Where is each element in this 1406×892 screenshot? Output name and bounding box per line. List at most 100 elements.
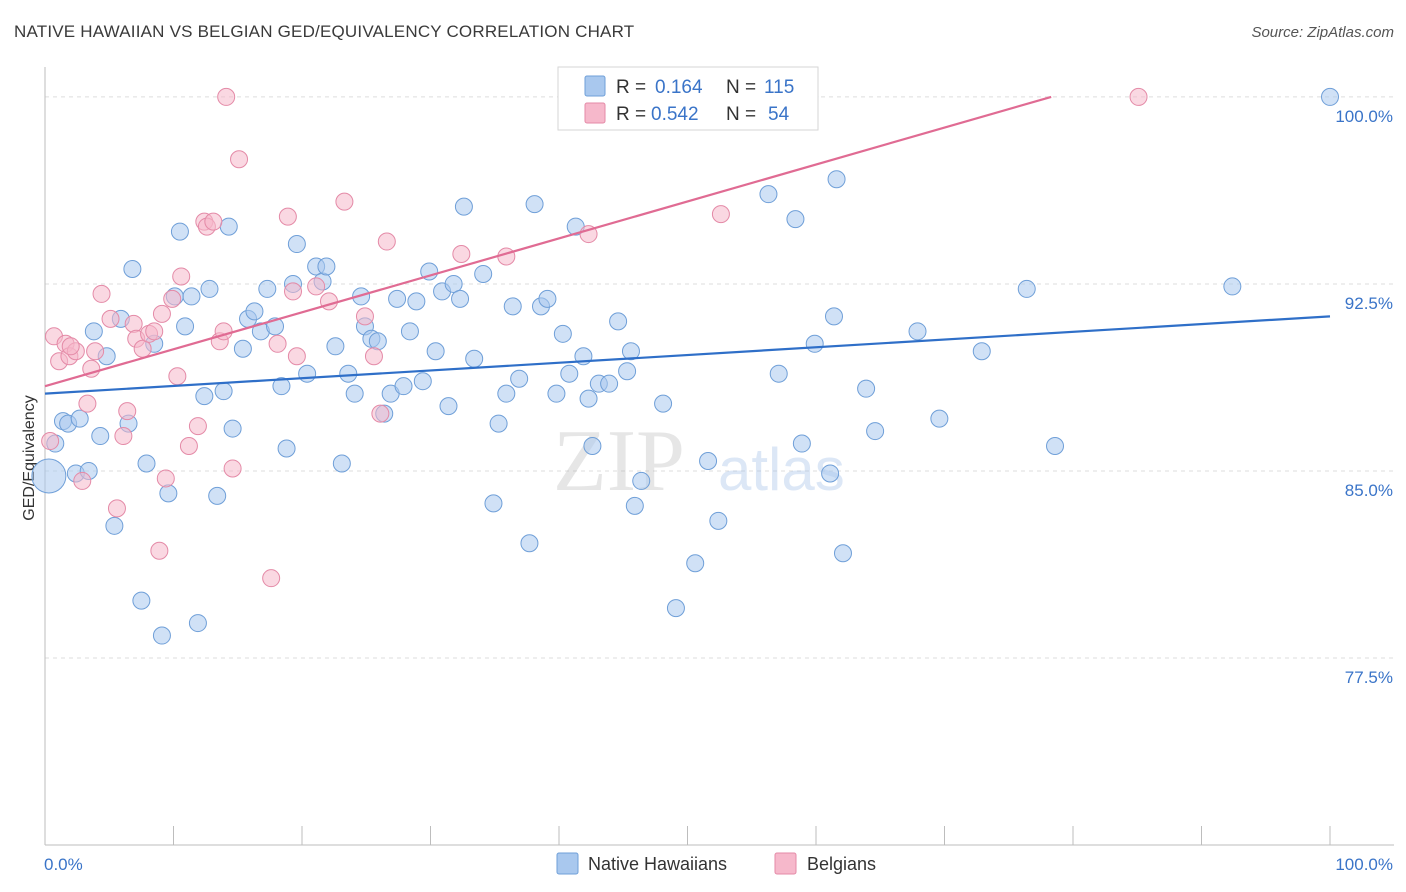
- belgian-point: [86, 342, 105, 361]
- native-hawaiian-point: [413, 372, 432, 391]
- native-hawaiian-point: [792, 434, 811, 453]
- legend-label-native-hawaiians: Native Hawaiians: [588, 854, 727, 874]
- native-hawaiian-point: [200, 279, 219, 298]
- native-hawaiian-point: [583, 437, 602, 456]
- native-hawaiian-point: [223, 419, 242, 438]
- native-hawaiian-point: [70, 409, 89, 428]
- native-hawaiian-point: [654, 394, 673, 413]
- native-hawaiian-point: [407, 292, 426, 311]
- native-hawaiian-point: [1223, 277, 1242, 296]
- belgian-point: [711, 205, 730, 224]
- legend-n-value: 54: [768, 104, 790, 125]
- native-hawaiian-point: [426, 342, 445, 361]
- native-hawaiian-point: [182, 287, 201, 306]
- belgian-point: [307, 277, 326, 296]
- watermark-zip: ZIP: [553, 413, 685, 510]
- native-hawaiian-point: [345, 384, 364, 403]
- native-hawaiian-point: [484, 494, 503, 513]
- native-hawaiian-point: [833, 544, 852, 563]
- belgian-point: [152, 304, 171, 323]
- native-hawaiian-point: [520, 534, 539, 553]
- legend-r-value: 0.542: [651, 104, 699, 125]
- series-native-hawaiians: [31, 87, 1339, 645]
- belgian-point: [107, 499, 126, 518]
- native-hawaiian-point: [699, 451, 718, 470]
- trend-line-native-hawaiians: [44, 315, 1331, 395]
- native-hawaiian-point: [394, 377, 413, 396]
- legend-swatch-belgians: [774, 852, 797, 875]
- y-tick-label: 92.5%: [1345, 294, 1393, 313]
- y-tick-label: 77.5%: [1345, 668, 1393, 687]
- belgian-point: [145, 322, 164, 341]
- belgian-point: [377, 232, 396, 251]
- native-hawaiian-point: [1321, 87, 1339, 106]
- native-hawaiian-point: [214, 382, 233, 401]
- belgian-point: [163, 289, 182, 308]
- gridlines: [45, 96, 1394, 659]
- native-hawaiian-point: [538, 289, 557, 308]
- native-hawaiian-point: [621, 342, 640, 361]
- belgian-point: [355, 307, 374, 326]
- native-hawaiian-point: [31, 458, 67, 494]
- native-hawaiian-point: [272, 377, 291, 396]
- belgian-point: [452, 245, 471, 264]
- native-hawaiian-point: [287, 235, 306, 254]
- native-hawaiian-point: [245, 302, 264, 321]
- belgian-point: [156, 469, 175, 488]
- x-tick-labels: 0.0% 100.0%: [44, 855, 1393, 874]
- native-hawaiian-point: [618, 362, 637, 381]
- belgian-point: [150, 541, 169, 560]
- belgian-point: [268, 334, 287, 353]
- belgian-point: [217, 87, 236, 106]
- belgian-point: [168, 367, 187, 386]
- native-hawaiian-point: [560, 364, 579, 383]
- belgian-point: [188, 417, 207, 436]
- native-hawaiian-point: [326, 337, 345, 356]
- native-hawaiian-point: [420, 262, 439, 281]
- legend-n-value: 115: [764, 77, 794, 98]
- belgian-point: [133, 339, 152, 358]
- belgian-point: [118, 402, 137, 421]
- native-hawaiian-point: [277, 439, 296, 458]
- belgian-point: [230, 150, 249, 169]
- native-hawaiian-point: [298, 364, 317, 383]
- native-hawaiian-point: [388, 289, 407, 308]
- native-hawaiian-point: [451, 289, 470, 308]
- belgian-point: [284, 282, 303, 301]
- native-hawaiian-point: [208, 486, 227, 505]
- trend-lines: [44, 95, 1331, 395]
- belgian-point: [371, 404, 390, 423]
- chart-title: NATIVE HAWAIIAN VS BELGIAN GED/EQUIVALEN…: [14, 22, 635, 41]
- native-hawaiian-point: [497, 384, 516, 403]
- correlation-legend: R = 0.164 N = 115 R = 0.542 N = 54: [557, 66, 819, 131]
- native-hawaiian-point: [474, 264, 493, 283]
- native-hawaiian-point: [824, 307, 843, 326]
- series-belgians: [41, 87, 1148, 588]
- native-hawaiian-point: [709, 511, 728, 530]
- native-hawaiian-point: [930, 409, 949, 428]
- legend-swatch-native-hawaiians: [556, 852, 579, 875]
- native-hawaiian-point: [444, 274, 463, 293]
- native-hawaiian-point: [84, 322, 103, 341]
- y-tick-label: 85.0%: [1345, 481, 1393, 500]
- native-hawaiian-point: [465, 349, 484, 368]
- native-hawaiian-point: [400, 322, 419, 341]
- native-hawaiian-point: [1017, 279, 1036, 298]
- belgian-point: [497, 247, 516, 266]
- native-hawaiian-point: [439, 397, 458, 416]
- belgian-point: [41, 432, 60, 451]
- native-hawaiian-point: [547, 384, 566, 403]
- native-hawaiian-point: [666, 599, 685, 618]
- native-hawaiian-point: [769, 364, 788, 383]
- legend-swatch-native-hawaiians: [584, 75, 606, 97]
- native-hawaiian-point: [317, 257, 336, 276]
- belgian-point: [364, 347, 383, 366]
- native-hawaiian-point: [686, 554, 705, 573]
- belgian-point: [262, 569, 281, 588]
- x-tick-label: 100.0%: [1335, 855, 1393, 874]
- x-tick-label: 0.0%: [44, 855, 83, 874]
- y-tick-label: 100.0%: [1335, 107, 1393, 126]
- belgian-point: [124, 314, 143, 333]
- native-hawaiian-point: [454, 197, 473, 216]
